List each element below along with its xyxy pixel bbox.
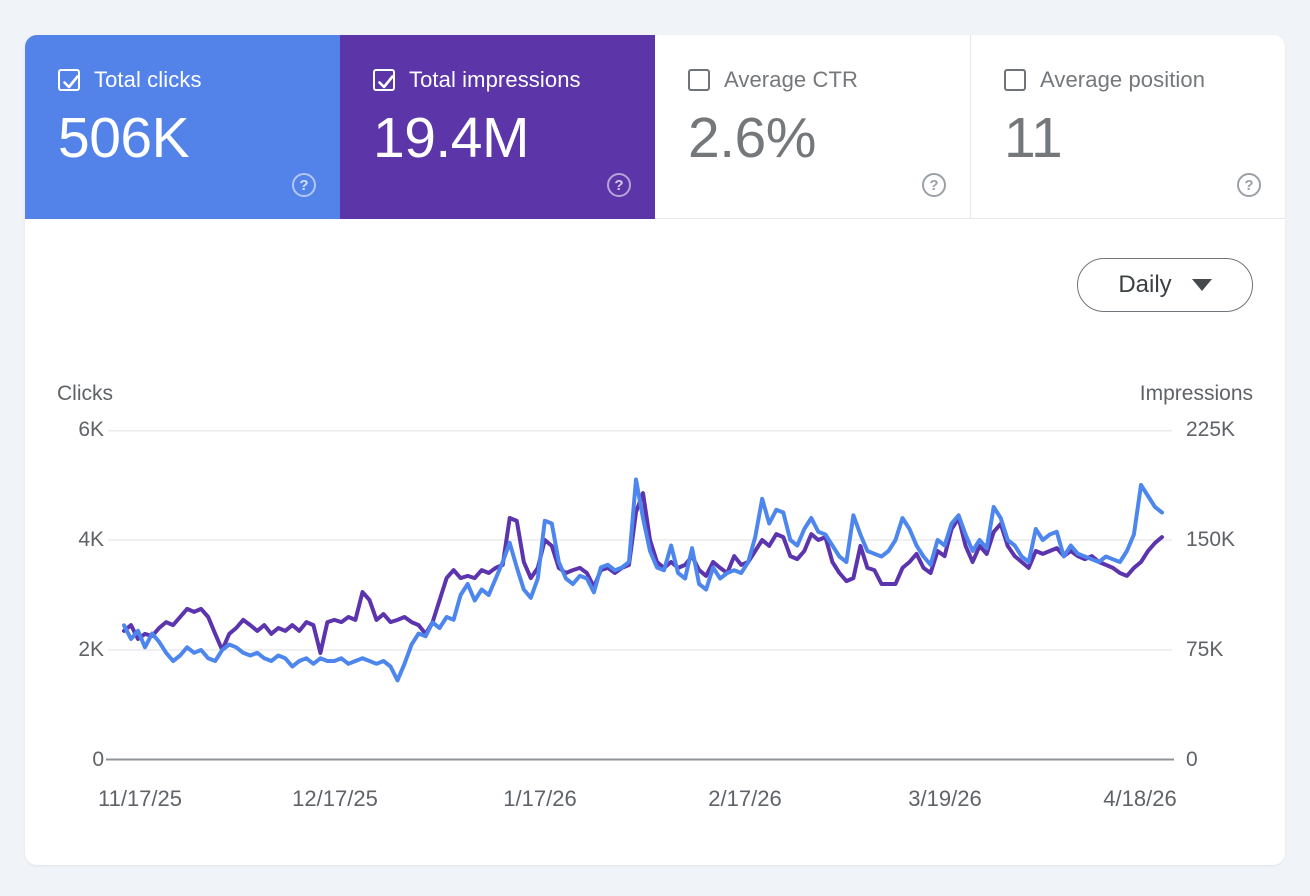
x-axis-tick: 1/17/26 <box>503 786 577 811</box>
granularity-value: Daily <box>1118 271 1172 298</box>
metric-label: Total impressions <box>409 67 581 92</box>
metric-tiles-row: Total clicks 506K ? Total impressions 19… <box>25 35 1285 219</box>
metric-label: Total clicks <box>94 67 202 92</box>
help-icon[interactable]: ? <box>292 173 316 197</box>
caret-down-icon <box>1191 279 1212 291</box>
left-axis-tick: 6K <box>78 418 104 441</box>
metric-value: 11 <box>1004 106 1063 170</box>
total-impressions-checkbox[interactable] <box>373 69 395 91</box>
average-ctr-checkbox[interactable] <box>688 69 710 91</box>
performance-line-chart[interactable] <box>106 430 1174 764</box>
right-axis-title: Impressions <box>1139 382 1253 405</box>
x-axis-tick: 12/17/25 <box>292 786 378 811</box>
help-icon[interactable]: ? <box>607 173 631 197</box>
x-axis-tick: 11/17/25 <box>97 786 183 811</box>
impressions-line <box>122 491 1164 655</box>
metric-value: 506K <box>58 106 190 170</box>
performance-panel: Total clicks 506K ? Total impressions 19… <box>25 35 1285 865</box>
metric-label: Average CTR <box>724 67 858 92</box>
check-icon <box>378 75 394 89</box>
metric-tile-average-ctr[interactable]: Average CTR 2.6% ? <box>655 35 970 219</box>
right-axis-tick: 75K <box>1186 638 1224 661</box>
clicks-line <box>122 477 1164 683</box>
metric-label: Average position <box>1040 67 1206 92</box>
gridlines <box>106 430 1174 761</box>
right-axis-tick: 150K <box>1186 528 1236 551</box>
help-icon[interactable]: ? <box>1237 173 1261 197</box>
average-position-checkbox[interactable] <box>1004 69 1026 91</box>
left-axis-tick: 0 <box>92 748 104 771</box>
metric-value: 2.6% <box>688 106 816 170</box>
left-axis-tick: 4K <box>78 528 104 551</box>
x-axis-tick: 3/19/26 <box>908 786 982 811</box>
granularity-dropdown[interactable]: Daily <box>1077 258 1253 312</box>
right-axis-tick: 225K <box>1186 418 1236 441</box>
x-axis-tick: 4/18/26 <box>1103 786 1177 811</box>
right-axis-tick: 0 <box>1186 748 1198 771</box>
metric-tile-total-clicks[interactable]: Total clicks 506K ? <box>25 35 340 219</box>
x-axis-tick: 2/17/26 <box>708 786 782 811</box>
total-clicks-checkbox[interactable] <box>58 69 80 91</box>
metric-tile-total-impressions[interactable]: Total impressions 19.4M ? <box>340 35 655 219</box>
check-icon <box>63 75 79 89</box>
left-axis-tick: 2K <box>78 638 104 661</box>
metric-value: 19.4M <box>373 106 529 170</box>
help-icon[interactable]: ? <box>922 173 946 197</box>
left-axis-title: Clicks <box>57 382 113 405</box>
metric-tile-average-position[interactable]: Average position 11 ? <box>970 35 1285 219</box>
